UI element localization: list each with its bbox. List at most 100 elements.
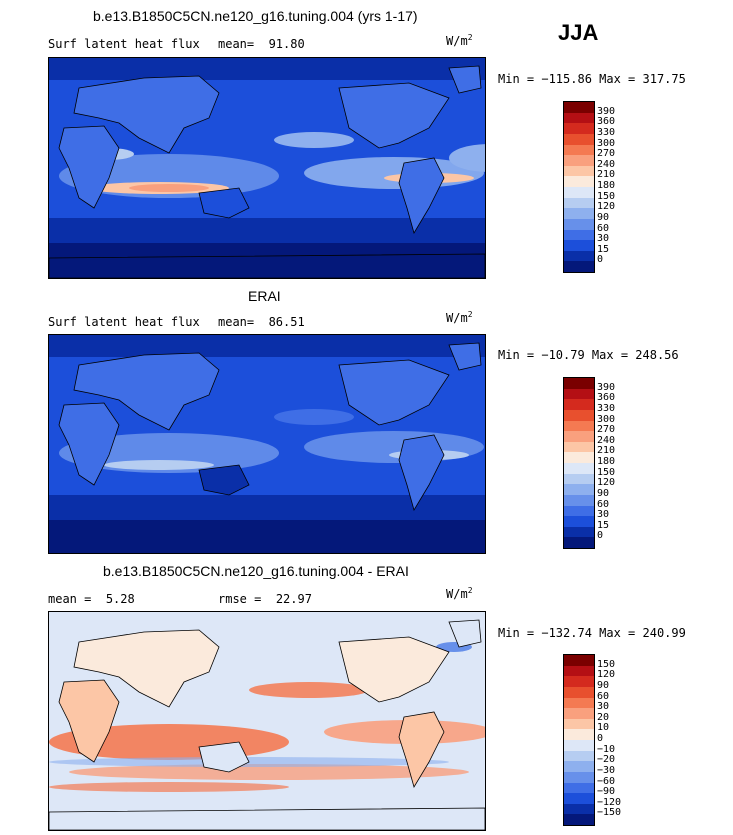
colorbar-swatch (564, 537, 594, 549)
colorbar-swatch (564, 388, 594, 400)
colorbar-swatch (564, 420, 594, 432)
colorbar-swatch (564, 771, 594, 783)
colorbar-swatch (564, 676, 594, 688)
panel2-field-label: Surf latent heat flux (48, 315, 200, 329)
colorbar-swatch (564, 431, 594, 443)
panel3-map (48, 611, 486, 831)
colorbar-swatch (564, 155, 594, 167)
panel3-rmse-label: rmse = (218, 592, 262, 606)
colorbar-tick-label: 240 (597, 434, 616, 446)
colorbar-tick-label: 270 (597, 148, 616, 160)
colorbar-swatch (564, 761, 594, 773)
colorbar-tick-label: 20 (597, 711, 610, 723)
colorbar-tick-label: 60 (597, 222, 610, 234)
panel3-mean: mean = 5.28 (48, 592, 135, 606)
colorbar-tick-label: 390 (597, 105, 616, 117)
panel3-rmse-value: 22.97 (275, 592, 312, 606)
panel3-colorbar (563, 654, 595, 826)
colorbar-tick-label: 330 (597, 402, 616, 414)
panel2-minmax: Min = −10.79 Max = 248.56 (498, 348, 679, 362)
colorbar-swatch (564, 463, 594, 474)
colorbar-swatch (564, 708, 594, 720)
panel1-minmax: Min = −115.86 Max = 317.75 (498, 72, 686, 86)
colorbar-swatch (564, 197, 594, 209)
panel3-mean-label: mean = (48, 592, 92, 606)
colorbar-swatch (564, 112, 594, 124)
colorbar-tick-label: 30 (597, 233, 610, 245)
colorbar-swatch (564, 516, 594, 528)
panel1-title: b.e13.B1850C5CN.ne120_g16.tuning.004 (yr… (93, 8, 418, 24)
colorbar-swatch (564, 123, 594, 135)
panel1-mean-value: 91.80 (268, 37, 305, 51)
colorbar-swatch (564, 399, 594, 411)
colorbar-swatch (564, 697, 594, 709)
panel1-mean-label: mean= (218, 37, 255, 51)
colorbar-swatch (564, 208, 594, 220)
colorbar-tick-label: 30 (597, 701, 610, 713)
panel1-mean: mean= 91.80 (218, 37, 305, 51)
colorbar-swatch (564, 750, 594, 762)
colorbar-swatch (564, 484, 594, 496)
colorbar-swatch (564, 378, 594, 389)
panel3-rmse: rmse = 22.97 (218, 592, 312, 606)
colorbar-swatch (564, 441, 594, 453)
colorbar-tick-label: 150 (597, 190, 616, 202)
panel2-title: ERAI (248, 288, 281, 304)
panel1-map (48, 57, 486, 279)
colorbar-tick-label: 330 (597, 126, 616, 138)
panel2-mean: mean= 86.51 (218, 315, 305, 329)
colorbar-swatch (564, 250, 594, 262)
colorbar-tick-label: −90 (597, 786, 616, 798)
colorbar-swatch (564, 803, 594, 815)
colorbar-swatch (564, 187, 594, 198)
colorbar-swatch (564, 144, 594, 156)
colorbar-swatch (564, 782, 594, 794)
colorbar-tick-label: 0 (597, 733, 604, 744)
colorbar-tick-label: −20 (597, 754, 616, 766)
panel3-title: b.e13.B1850C5CN.ne120_g16.tuning.004 - E… (103, 563, 409, 579)
panel1-field-label: Surf latent heat flux (48, 37, 200, 51)
panel1-colorbar (563, 101, 595, 273)
colorbar-tick-label: 30 (597, 509, 610, 521)
colorbar-tick-label: −10 (597, 743, 616, 755)
panel2-unit: W/m2 (446, 310, 473, 325)
colorbar-tick-label: 120 (597, 201, 616, 213)
colorbar-tick-label: −60 (597, 775, 616, 787)
colorbar-swatch (564, 655, 594, 666)
panel2-colorbar (563, 377, 595, 549)
colorbar-swatch (564, 814, 594, 826)
colorbar-tick-label: 60 (597, 690, 610, 702)
colorbar-tick-label: 0 (597, 254, 604, 266)
colorbar-tick-label: −120 (597, 796, 622, 808)
panel2-mean-value: 86.51 (268, 315, 305, 329)
panel3-mean-value: 5.28 (105, 592, 135, 606)
colorbar-swatch (564, 452, 594, 464)
colorbar-tick-label: 120 (597, 669, 616, 681)
colorbar-swatch (564, 740, 594, 751)
colorbar-tick-label: 210 (597, 169, 616, 181)
colorbar-tick-label: 300 (597, 413, 616, 425)
colorbar-tick-label: −30 (597, 764, 616, 776)
colorbar-tick-label: 180 (597, 456, 616, 467)
colorbar-tick-label: 15 (597, 519, 610, 531)
colorbar-tick-label: 90 (597, 211, 610, 223)
colorbar-swatch (564, 133, 594, 145)
colorbar-swatch (564, 793, 594, 805)
panel2-mean-label: mean= (218, 315, 255, 329)
colorbar-swatch (564, 240, 594, 252)
colorbar-tick-label: 270 (597, 424, 616, 436)
colorbar-swatch (564, 505, 594, 517)
colorbar-swatch (564, 218, 594, 230)
colorbar-swatch (564, 526, 594, 538)
colorbar-swatch (564, 729, 594, 741)
colorbar-swatch (564, 229, 594, 241)
colorbar-tick-label: 360 (597, 116, 616, 128)
colorbar-tick-label: 120 (597, 477, 616, 489)
colorbar-swatch (564, 473, 594, 485)
colorbar-swatch (564, 494, 594, 506)
colorbar-tick-label: 240 (597, 158, 616, 170)
colorbar-tick-label: 150 (597, 658, 616, 670)
colorbar-swatch (564, 686, 594, 698)
colorbar-swatch (564, 261, 594, 273)
colorbar-tick-label: 150 (597, 466, 616, 478)
